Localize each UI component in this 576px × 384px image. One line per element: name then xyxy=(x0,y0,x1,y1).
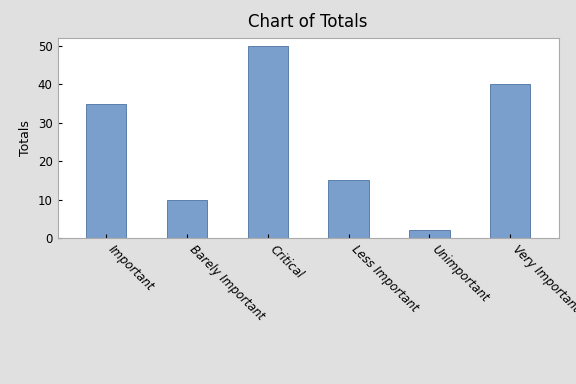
Bar xyxy=(409,230,450,238)
Bar xyxy=(86,104,126,238)
Bar xyxy=(328,180,369,238)
Title: Chart of Totals: Chart of Totals xyxy=(248,13,368,31)
Bar xyxy=(166,200,207,238)
Y-axis label: Totals: Totals xyxy=(20,120,32,156)
Bar xyxy=(248,46,288,238)
Bar xyxy=(490,84,530,238)
